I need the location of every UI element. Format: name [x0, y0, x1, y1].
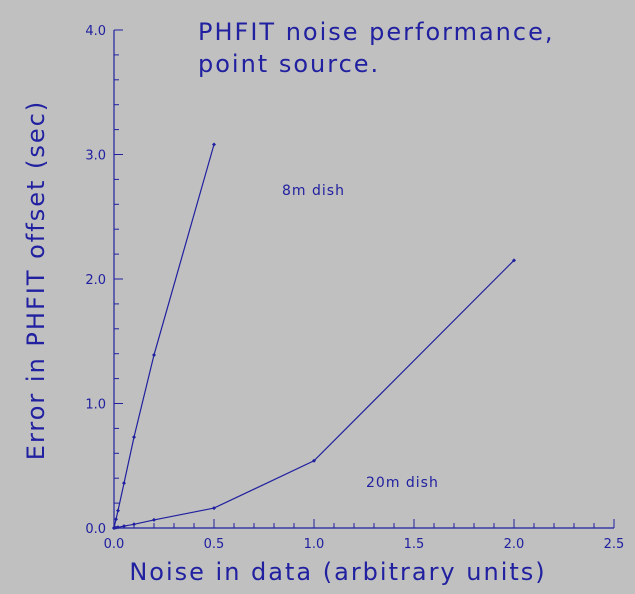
y-tick-label: 0.0 — [85, 522, 106, 537]
data-point-8m-dish — [152, 352, 156, 357]
data-point-20m-dish — [116, 525, 120, 530]
x-tick-label: 1.5 — [404, 537, 425, 552]
y-tick-label: 2.0 — [85, 273, 106, 288]
y-tick-label: 4.0 — [85, 24, 106, 39]
series-label-20m-dish: 20m dish — [366, 475, 439, 491]
chart-title-line-2: point source. — [198, 50, 380, 78]
data-point-8m-dish — [212, 142, 216, 147]
x-tick-label: 0.5 — [204, 537, 225, 552]
x-axis-title: Noise in data (arbitrary units) — [129, 558, 546, 586]
y-ticks: 0.0 1.0 2.0 3.0 4.0 — [85, 24, 123, 537]
data-point-8m-dish — [116, 508, 120, 513]
chart-title-line-1: PHFIT noise performance, — [198, 18, 554, 46]
data-point-20m-dish — [512, 258, 516, 263]
x-tick-label: 2.5 — [604, 537, 625, 552]
x-tick-label: 2.0 — [504, 537, 525, 552]
data-point-20m-dish — [312, 458, 316, 463]
series-line-8m-dish — [113, 144, 215, 529]
series-line-20m-dish — [113, 259, 515, 529]
x-ticks: 0.0 0.5 1.0 1.5 2.0 2.5 — [104, 519, 625, 552]
data-point-8m-dish — [122, 481, 126, 486]
x-tick-label: 1.0 — [304, 537, 325, 552]
data-point-20m-dish — [152, 517, 156, 522]
series-label-8m-dish: 8m dish — [282, 183, 345, 199]
y-tick-label: 3.0 — [85, 149, 106, 164]
data-point-8m-dish — [114, 517, 118, 522]
data-point-20m-dish — [122, 524, 126, 529]
data-point-20m-dish — [212, 506, 216, 511]
x-tick-label: 0.0 — [104, 537, 125, 552]
data-point-20m-dish — [132, 522, 136, 527]
series-layer — [112, 142, 516, 530]
y-tick-label: 1.0 — [85, 398, 106, 413]
data-point-8m-dish — [132, 435, 136, 440]
y-axis-title: Error in PHFIT offset (sec) — [22, 100, 50, 460]
